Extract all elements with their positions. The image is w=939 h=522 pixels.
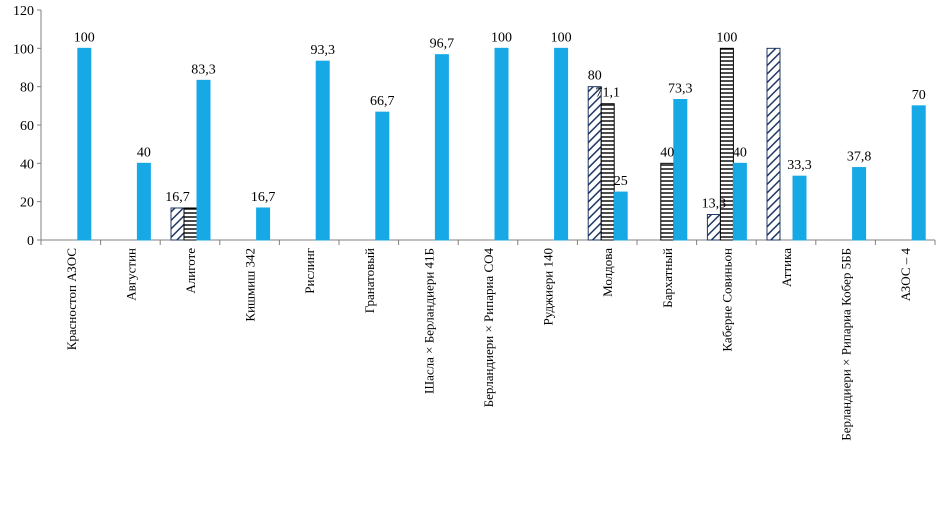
bar	[196, 79, 211, 241]
data-label: 93,3	[310, 43, 335, 58]
bar	[792, 175, 807, 241]
y-tick-label: 80	[20, 81, 34, 96]
bar	[434, 54, 449, 241]
bar	[673, 99, 688, 241]
data-label: 100	[716, 30, 737, 45]
category-label: Молдова	[600, 248, 615, 297]
bar	[660, 162, 675, 241]
bar	[170, 207, 185, 241]
bar	[77, 47, 92, 241]
bar	[852, 167, 867, 241]
bar	[613, 191, 628, 241]
data-label: 73,3	[668, 82, 693, 97]
y-tick-label: 40	[20, 157, 34, 172]
bar	[766, 47, 781, 241]
data-label: 83,3	[191, 62, 216, 77]
bar	[911, 105, 926, 241]
data-label: 100	[74, 30, 95, 45]
category-label: Каберне Совиньон	[719, 248, 734, 352]
category-label: Берландиери × Рипариа СО4	[481, 248, 496, 408]
data-label: 33,3	[787, 158, 812, 173]
data-label: 40	[660, 145, 674, 160]
category-label: Шасла × Берландиери 41Б	[421, 248, 436, 394]
data-label: 70	[912, 88, 926, 103]
data-label: 71,1	[595, 86, 620, 101]
data-labels: 16,7 80 13,3 71,1 40 100 100 40 83,3 16,7 93,3 66,7…	[74, 30, 926, 211]
category-label: Руджиери 140	[541, 248, 556, 325]
data-label: 16,7	[251, 190, 276, 205]
category-label: АЗОС – 4	[898, 248, 913, 302]
bar	[315, 60, 330, 241]
data-label: 96,7	[430, 37, 455, 52]
category-label: Августин	[123, 248, 138, 301]
category-label: Кишмиш 342	[243, 248, 258, 322]
category-labels: Красностоп АЗОС Августин Алиготе Кишмиш 342…	[64, 248, 913, 441]
data-label: 40	[733, 145, 747, 160]
bar	[136, 162, 151, 241]
category-label: Алиготе	[183, 248, 198, 294]
bar	[706, 214, 721, 241]
data-label: 80	[588, 69, 602, 84]
category-label: Рислинг	[302, 248, 317, 294]
category-label: Красностоп АЗОС	[64, 248, 79, 350]
y-tick-label: 20	[20, 196, 34, 211]
category-label: Гранатовый	[362, 248, 377, 313]
bar	[587, 86, 602, 241]
bar	[600, 103, 615, 241]
data-label: 37,8	[847, 150, 872, 165]
data-label: 25	[614, 174, 628, 189]
data-label: 13,3	[702, 197, 727, 212]
category-label: Бархатный	[660, 248, 675, 308]
bar	[183, 207, 198, 241]
y-tick-label: 120	[13, 4, 34, 19]
bar	[554, 47, 569, 241]
y-tick-label: 60	[20, 119, 34, 134]
data-label: 100	[491, 30, 512, 45]
data-label: 16,7	[165, 190, 190, 205]
bar	[732, 162, 747, 241]
category-label: Аттика	[779, 248, 794, 287]
bar	[256, 207, 271, 241]
bars	[77, 47, 926, 241]
data-label: 66,7	[370, 94, 395, 109]
bar	[494, 47, 509, 241]
data-label: 40	[137, 145, 151, 160]
y-tick-label: 0	[27, 234, 34, 249]
y-tick-label: 100	[13, 42, 34, 57]
data-label: 100	[551, 30, 572, 45]
bar	[375, 111, 390, 241]
bar	[719, 47, 734, 241]
category-label: Берландиери × Рипариа Кобер 5ББ	[839, 248, 854, 441]
